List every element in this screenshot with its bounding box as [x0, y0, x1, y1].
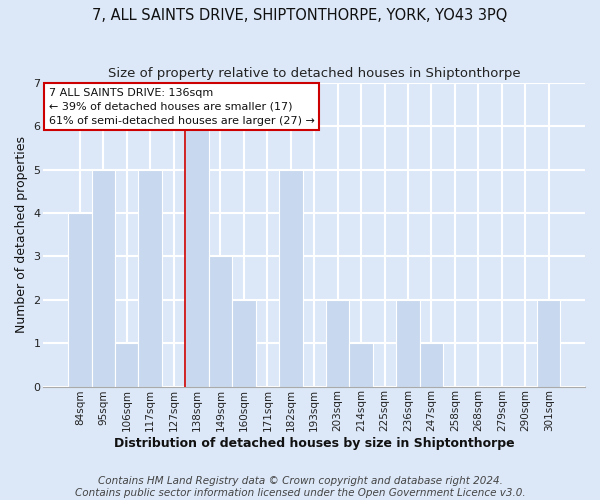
Bar: [139, 170, 162, 386]
Text: 7 ALL SAINTS DRIVE: 136sqm
← 39% of detached houses are smaller (17)
61% of semi: 7 ALL SAINTS DRIVE: 136sqm ← 39% of deta…: [49, 88, 315, 126]
Bar: [232, 300, 256, 386]
Bar: [209, 256, 232, 386]
Text: 7, ALL SAINTS DRIVE, SHIPTONTHORPE, YORK, YO43 3PQ: 7, ALL SAINTS DRIVE, SHIPTONTHORPE, YORK…: [92, 8, 508, 22]
Bar: [537, 300, 560, 386]
Bar: [92, 170, 115, 386]
Bar: [326, 300, 349, 386]
Y-axis label: Number of detached properties: Number of detached properties: [15, 136, 28, 334]
Bar: [279, 170, 302, 386]
Bar: [420, 343, 443, 386]
Title: Size of property relative to detached houses in Shiptonthorpe: Size of property relative to detached ho…: [108, 68, 521, 80]
Bar: [68, 213, 92, 386]
Bar: [185, 126, 209, 386]
Bar: [396, 300, 420, 386]
Bar: [115, 343, 139, 386]
Bar: [349, 343, 373, 386]
Text: Contains HM Land Registry data © Crown copyright and database right 2024.
Contai: Contains HM Land Registry data © Crown c…: [74, 476, 526, 498]
X-axis label: Distribution of detached houses by size in Shiptonthorpe: Distribution of detached houses by size …: [114, 437, 515, 450]
